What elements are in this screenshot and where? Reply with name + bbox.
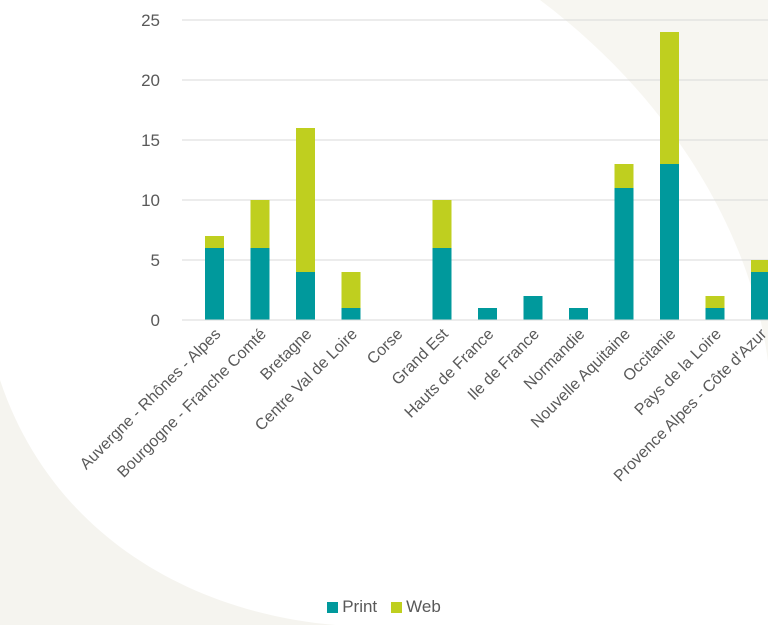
legend: Print Web (0, 597, 768, 617)
bar-print-2 (250, 248, 270, 320)
legend-label-web: Web (406, 597, 441, 616)
bar-print-12 (705, 308, 725, 320)
bar-print-13 (751, 272, 768, 320)
x-category-label: Corse (364, 326, 406, 368)
bar-web-6 (432, 200, 452, 248)
bar-web-2 (250, 200, 270, 248)
y-tick-label: 20 (141, 71, 160, 90)
legend-label-print: Print (342, 597, 378, 616)
legend-item-print: Print (327, 597, 377, 617)
y-tick-label: 15 (141, 131, 160, 150)
bar-print-9 (569, 308, 588, 320)
bar-print-3 (296, 272, 315, 320)
bar-print-4 (341, 308, 361, 320)
bar-web-12 (705, 296, 725, 308)
y-tick-label: 0 (151, 311, 160, 330)
legend-item-web: Web (391, 597, 441, 617)
bars (205, 32, 768, 320)
bar-print-1 (205, 248, 224, 320)
bar-print-7 (478, 308, 497, 320)
y-tick-label: 5 (151, 251, 160, 270)
y-axis-tick-labels: 0 5 10 15 20 25 (141, 11, 160, 330)
gridlines (182, 19, 768, 261)
bar-web-1 (205, 236, 224, 248)
bar-web-10 (614, 164, 634, 188)
bar-print-10 (614, 188, 634, 320)
y-tick-label: 25 (141, 11, 160, 30)
bar-print-8 (523, 296, 543, 320)
bar-web-4 (341, 272, 361, 308)
bar-web-3 (296, 128, 315, 272)
bar-print-11 (660, 164, 679, 320)
bar-web-11 (660, 32, 679, 164)
bar-print-6 (432, 248, 452, 320)
legend-swatch-web (391, 601, 403, 613)
y-tick-label: 10 (141, 191, 160, 210)
legend-swatch-print (327, 601, 339, 613)
bar-web-13 (751, 260, 768, 272)
